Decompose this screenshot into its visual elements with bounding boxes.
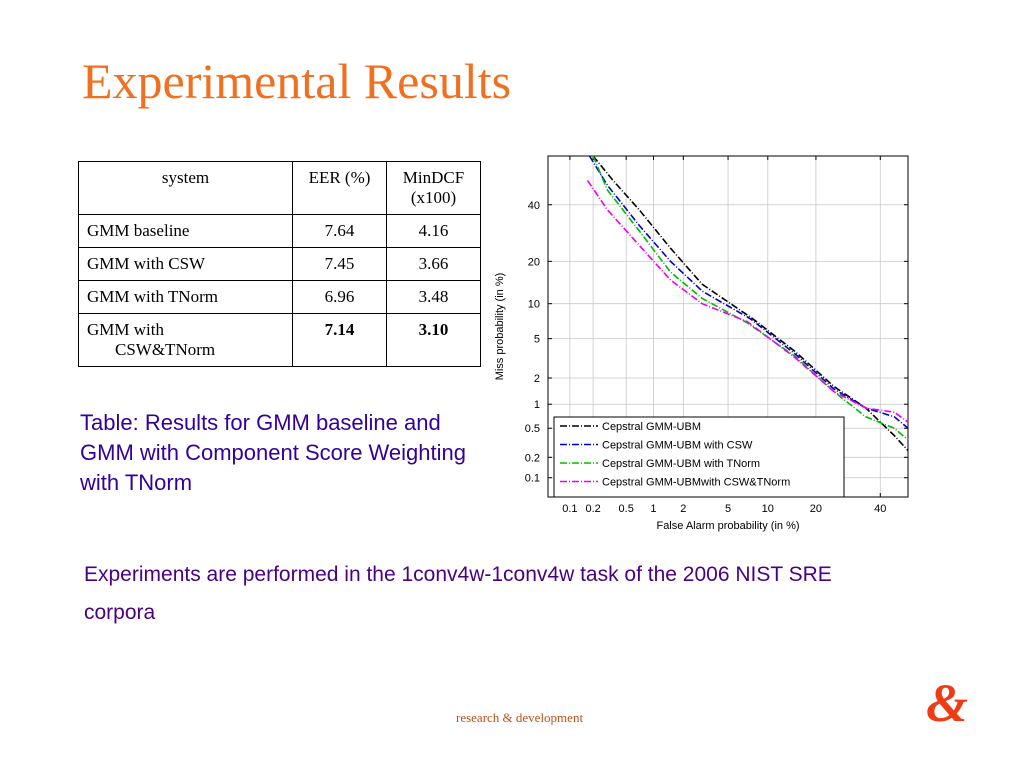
x-tick-label: 0.5 <box>619 503 634 515</box>
header-mindcf: MinDCF (x100) <box>386 161 481 215</box>
table-row: GMM baseline 7.64 4.16 <box>78 214 481 248</box>
det-curve <box>588 155 909 429</box>
y-tick-label: 2 <box>534 373 540 385</box>
x-tick-label: 0.2 <box>585 503 600 515</box>
x-tick-label: 2 <box>680 503 686 515</box>
det-curve <box>592 155 909 452</box>
cell-system-line2: CSW&TNorm <box>115 340 216 359</box>
cell-eer: 7.14 <box>292 313 387 367</box>
y-tick-label: 40 <box>528 200 540 212</box>
table-caption: Table: Results for GMM baseline and GMM … <box>80 410 466 495</box>
footer-text: research & development <box>456 710 584 725</box>
cell-mindcf: 3.48 <box>386 280 481 314</box>
legend-box <box>553 416 845 498</box>
table-row: GMM with TNorm 6.96 3.48 <box>78 280 481 314</box>
x-tick-label: 20 <box>810 503 822 515</box>
cell-system: GMM with CSW&TNorm <box>78 313 293 367</box>
table-row: GMM with CSW 7.45 3.66 <box>78 247 481 281</box>
table-header-row: system EER (%) MinDCF (x100) <box>78 161 481 215</box>
y-tick-label: 20 <box>528 256 540 268</box>
cell-system-line1: GMM with <box>87 320 164 339</box>
header-system: system <box>78 161 293 215</box>
x-tick-label: 5 <box>725 503 731 515</box>
legend-label: Cepstral GMM-UBM with CSW <box>602 440 753 452</box>
cell-system: GMM with CSW <box>78 247 293 281</box>
x-tick-label: 0.1 <box>562 503 577 515</box>
x-tick-label: 1 <box>650 503 656 515</box>
legend-label: Cepstral GMM-UBM <box>602 421 701 433</box>
cell-system: GMM baseline <box>78 214 293 248</box>
y-tick-label: 1 <box>534 399 540 411</box>
x-tick-label: 40 <box>874 503 886 515</box>
x-tick-label: 10 <box>762 503 774 515</box>
legend-label: Cepstral GMM-UBM with TNorm <box>602 458 760 470</box>
y-tick-label: 0.2 <box>525 452 540 464</box>
y-tick-label: 5 <box>534 334 540 346</box>
slide-title: Experimental Results <box>82 53 512 109</box>
det-curve <box>586 179 909 423</box>
cell-eer: 7.64 <box>292 214 387 248</box>
x-axis-label: False Alarm probability (in %) <box>656 520 799 532</box>
table-row: GMM with CSW&TNorm 7.14 3.10 <box>78 313 481 367</box>
logo-ampersand: & <box>926 673 969 733</box>
cell-mindcf: 4.16 <box>386 214 481 248</box>
experiment-note: Experiments are performed in the 1conv4w… <box>84 563 832 624</box>
y-tick-label: 0.1 <box>525 473 540 485</box>
results-table: system EER (%) MinDCF (x100) GMM baselin… <box>78 161 481 367</box>
cell-mindcf: 3.10 <box>386 313 481 367</box>
legend-label: Cepstral GMM-UBMwith CSW&TNorm <box>602 477 790 489</box>
y-axis-label: Miss probability (in %) <box>494 273 506 381</box>
det-curve <box>592 155 909 441</box>
y-tick-label: 0.5 <box>525 423 540 435</box>
y-tick-label: 10 <box>528 299 540 311</box>
header-eer: EER (%) <box>292 161 387 215</box>
cell-mindcf: 3.66 <box>386 247 481 281</box>
